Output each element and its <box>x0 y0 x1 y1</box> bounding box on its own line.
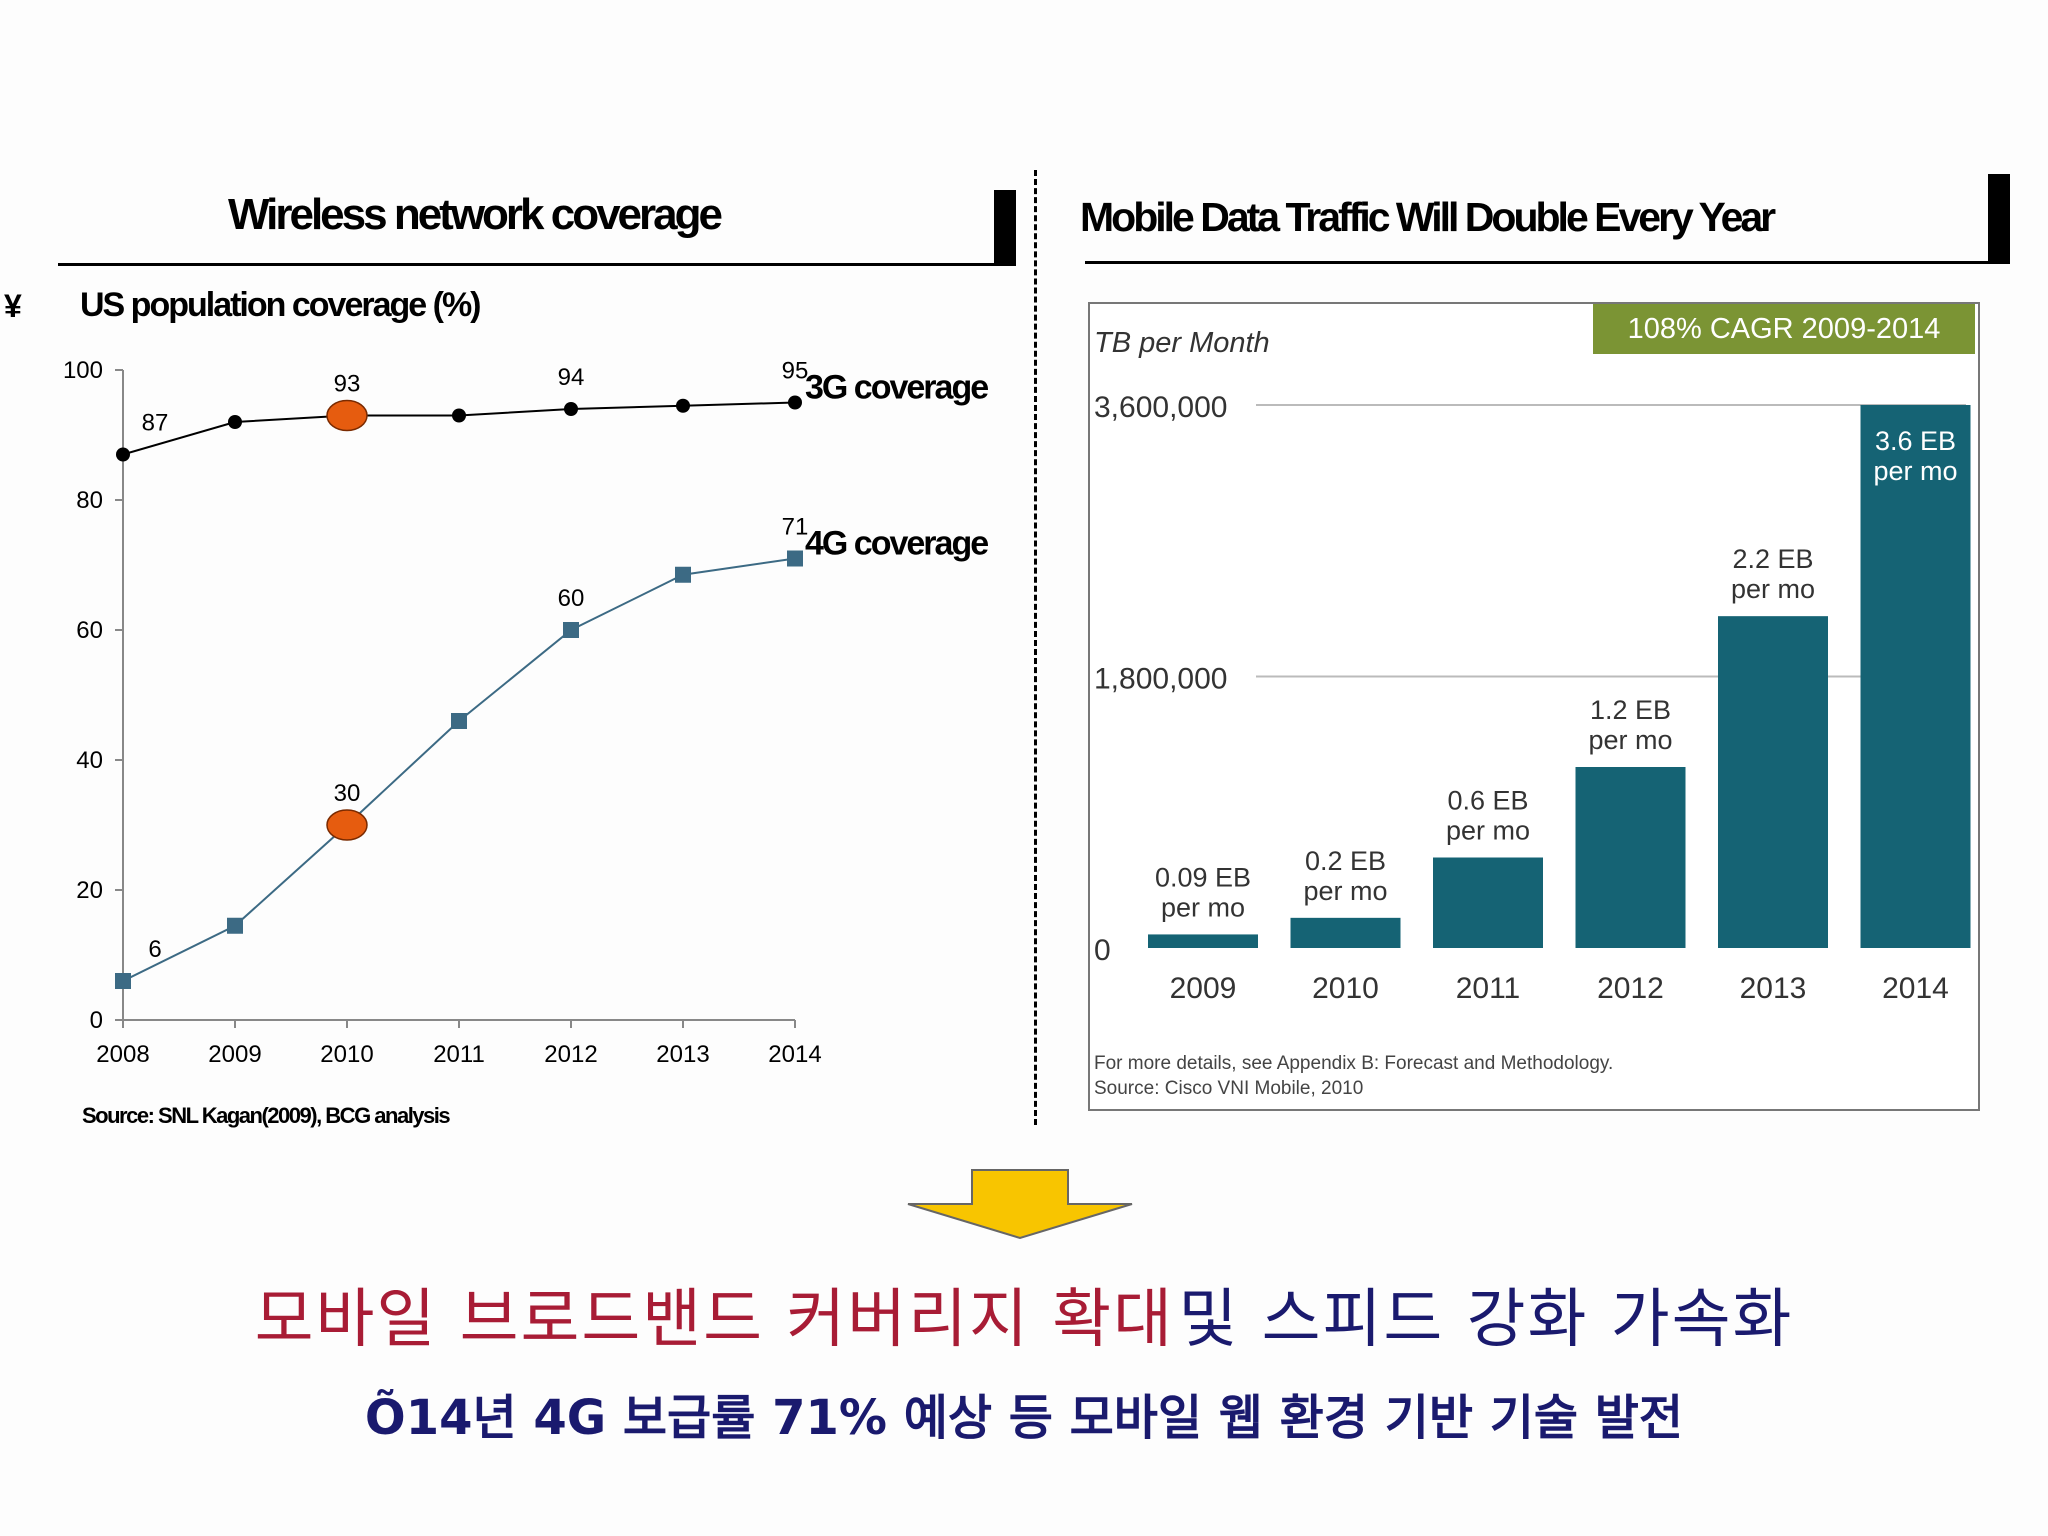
bar <box>1433 857 1543 948</box>
yen-bullet: ¥ <box>4 288 22 324</box>
bar <box>1860 405 1971 948</box>
data-label: per mo <box>1161 892 1245 922</box>
series-line <box>122 557 796 982</box>
highlight-marker <box>326 809 368 841</box>
y-tick-label: 40 <box>76 747 103 774</box>
x-tick-label: 2011 <box>1456 972 1521 1005</box>
y-tick-label: 0 <box>90 1007 103 1034</box>
series-point <box>227 917 243 934</box>
traffic-y-label: TB per Month <box>1094 327 1270 359</box>
data-label: 2.2 EB <box>1732 544 1813 574</box>
data-label: 87 <box>142 410 169 437</box>
bar <box>1290 917 1401 948</box>
x-tick-label: 2012 <box>1597 972 1664 1005</box>
y-tick-label: 80 <box>76 487 103 514</box>
traffic-source-line2: Source: Cisco VNI Mobile, 2010 <box>1094 1078 1364 1099</box>
data-label: per mo <box>1588 725 1672 755</box>
series-point <box>451 713 467 729</box>
x-tick-label: 2008 <box>96 1041 149 1068</box>
left-chart-subtitle: US population coverage (%) <box>80 286 481 324</box>
x-tick-label: 2011 <box>433 1041 485 1068</box>
conclusion-subline: Õ14년 4G 보급률 71% 예상 등 모바일 웹 환경 기반 기술 발전 <box>364 1390 1684 1446</box>
down-arrow-icon <box>907 1169 1133 1240</box>
series-name-label: 3G coverage <box>805 369 988 407</box>
coverage-line-chart: 0 20 40 60 80 100 2008 2009 2010 2011 2012 2013 2014… <box>63 357 990 1068</box>
x-tick-label: 2013 <box>1740 972 1807 1005</box>
headline-navy-part: 및 스피드 강화 가속화 <box>1178 1283 1794 1357</box>
y-tick-label: 20 <box>76 877 103 904</box>
y-tick-label: 3,600,000 <box>1094 391 1227 424</box>
data-label: 60 <box>558 585 585 612</box>
series-point <box>676 398 690 413</box>
data-label: 6 <box>148 936 161 963</box>
x-tick-label: 2012 <box>544 1041 597 1068</box>
cagr-badge-text: 108% CAGR 2009-2014 <box>1627 313 1941 345</box>
x-tick-label: 2010 <box>1312 972 1379 1005</box>
data-label: 0.09 EB <box>1155 862 1251 892</box>
series-name-label: 4G coverage <box>805 525 988 563</box>
x-tick-label: 2010 <box>320 1041 373 1068</box>
traffic-chart-frame <box>1088 302 1980 1111</box>
x-tick-label: 2014 <box>768 1041 821 1068</box>
x-tick-label: 2014 <box>1882 972 1949 1005</box>
data-label: 71 <box>782 514 809 541</box>
series-point <box>452 408 466 423</box>
series-point <box>787 550 803 567</box>
data-label: 95 <box>782 358 809 385</box>
series-point <box>563 622 579 638</box>
right-title-rule <box>1085 261 2010 264</box>
highlight-marker <box>326 399 368 432</box>
cagr-badge <box>1593 304 1975 354</box>
y-tick-label: 1,800,000 <box>1094 663 1227 696</box>
series-point <box>115 973 131 989</box>
series-point <box>675 566 691 583</box>
data-label: 30 <box>334 780 361 807</box>
x-tick-label: 2009 <box>208 1041 261 1068</box>
data-label: 93 <box>334 371 361 398</box>
left-panel-title: Wireless network coverage <box>228 190 723 239</box>
panel-divider <box>1034 170 1037 1125</box>
data-label: per mo <box>1303 876 1387 906</box>
y-tick-label: 0 <box>1094 934 1111 967</box>
traffic-source-line1: For more details, see Appendix B: Foreca… <box>1094 1053 1614 1074</box>
x-tick-label: 2013 <box>656 1041 709 1068</box>
data-label: 0.2 EB <box>1305 846 1386 876</box>
data-label: 3.6 EB <box>1875 426 1956 456</box>
data-label: 1.2 EB <box>1590 695 1671 725</box>
series-point <box>228 415 242 429</box>
series-point <box>564 402 578 416</box>
headline-red-part: 모바일 브로드밴드 커버리지 확대 <box>254 1283 1174 1357</box>
bar <box>1148 934 1258 948</box>
right-title-block <box>1988 174 2010 262</box>
data-label: per mo <box>1731 574 1815 604</box>
data-label: per mo <box>1446 816 1530 846</box>
bar <box>1718 616 1828 948</box>
right-panel-title: Mobile Data Traffic Will Double Every Ye… <box>1080 194 1776 240</box>
conclusion-headline: 모바일 브로드밴드 커버리지 확대 및 스피드 강화 가속화 <box>0 1268 2048 1360</box>
x-tick-label: 2009 <box>1170 972 1237 1005</box>
data-label: per mo <box>1873 456 1957 486</box>
bar <box>1575 767 1686 948</box>
series-point <box>788 395 802 410</box>
y-tick-label: 60 <box>76 617 103 644</box>
data-label: 0.6 EB <box>1447 786 1528 816</box>
left-title-block <box>994 190 1016 264</box>
left-chart-source: Source: SNL Kagan(2009), BCG analysis <box>82 1103 451 1128</box>
series-point <box>116 447 130 462</box>
data-label: 94 <box>558 364 585 391</box>
y-tick-label: 100 <box>63 357 103 384</box>
left-title-rule <box>58 263 1016 266</box>
